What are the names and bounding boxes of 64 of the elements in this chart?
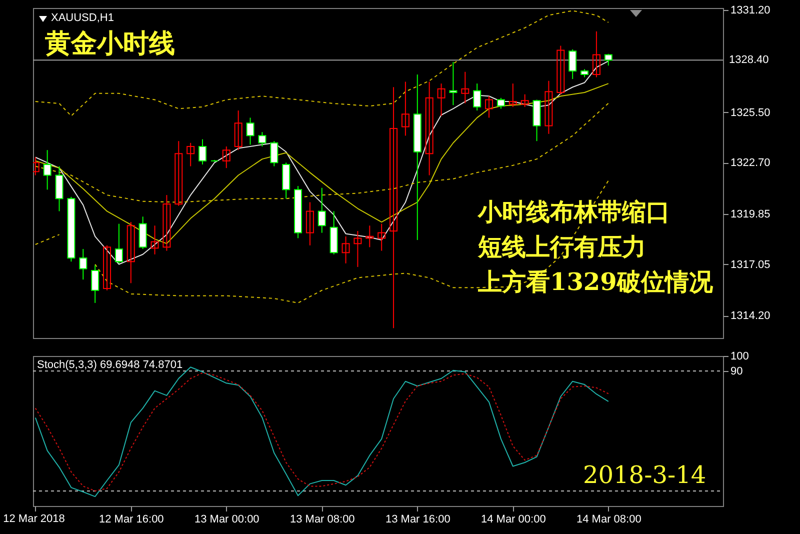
candlestick xyxy=(55,166,64,212)
y-tick-label: 1317.05 xyxy=(730,258,770,271)
candlestick xyxy=(437,83,446,116)
candlestick xyxy=(79,248,88,280)
candlestick xyxy=(354,230,362,268)
candlestick xyxy=(425,81,434,176)
candlestick xyxy=(318,187,326,234)
x-tick-label: 13 Mar 00:00 xyxy=(194,514,260,526)
candlestick xyxy=(270,140,278,167)
annotation: 2018-3-14 xyxy=(583,461,706,489)
candlestick xyxy=(150,225,159,255)
candlestick xyxy=(246,117,254,146)
candlestick xyxy=(258,132,266,147)
candlestick xyxy=(43,150,52,190)
candlestick xyxy=(604,53,612,66)
x-tick-label: 14 Mar 00:00 xyxy=(480,514,546,526)
candlestick xyxy=(520,94,529,108)
annotation: 短线上行有压力 xyxy=(477,232,646,261)
y-tick-label: 1325.50 xyxy=(730,106,770,119)
candlestick xyxy=(473,83,482,112)
candlestick xyxy=(544,80,553,134)
y-tick-label: 1319.85 xyxy=(730,208,770,220)
candlestick xyxy=(306,202,314,246)
y-tick-label: 1331.20 xyxy=(730,4,770,16)
candlestick xyxy=(103,244,112,291)
candlestick xyxy=(568,48,577,80)
candlestick xyxy=(342,236,350,264)
x-tick-label: 13 Mar 08:00 xyxy=(290,514,355,526)
candlestick xyxy=(126,222,135,284)
candlestick xyxy=(174,140,183,206)
y-tick-label: 90 xyxy=(730,366,743,378)
candlestick xyxy=(508,83,517,108)
text: 12 Mar 2018 xyxy=(3,513,65,525)
y-tick-label: 1314.20 xyxy=(730,310,770,322)
chart-title: XAUUSD,H1 xyxy=(51,12,114,24)
candlestick xyxy=(234,110,242,151)
candlestick xyxy=(186,142,195,167)
text: 黄金小时线 xyxy=(44,29,175,59)
annotation: 小时线布林带缩口 xyxy=(477,197,670,226)
candlestick xyxy=(114,223,123,264)
candlestick xyxy=(222,146,230,169)
y-tick-label: 100 xyxy=(730,350,749,362)
candlestick xyxy=(556,45,565,95)
candlestick xyxy=(592,30,600,78)
x-tick-label: 12 Mar 16:00 xyxy=(98,514,164,526)
ref-line-label: 1328.40 xyxy=(729,54,769,66)
candlestick xyxy=(162,194,171,252)
candlestick xyxy=(366,225,374,248)
x-tick-label: 13 Mar 16:00 xyxy=(385,514,450,526)
line-series xyxy=(34,10,609,116)
candlestick xyxy=(390,86,398,329)
annotation: 上方看1329破位情况 xyxy=(477,267,714,296)
candlestick xyxy=(449,61,458,106)
candlestick xyxy=(485,96,494,118)
x-tick-label: 14 Mar 08:00 xyxy=(576,514,642,526)
candlestick xyxy=(401,81,410,136)
y-tick-label: 1322.70 xyxy=(730,157,770,170)
candlestick xyxy=(496,97,505,110)
candlestick xyxy=(461,71,470,104)
candlestick xyxy=(138,216,147,250)
candlestick xyxy=(378,223,386,252)
candlestick xyxy=(91,264,100,304)
chart-title: Stoch(5,3,3) 69.6948 74.8701 xyxy=(37,359,183,371)
candlestick xyxy=(198,138,207,165)
